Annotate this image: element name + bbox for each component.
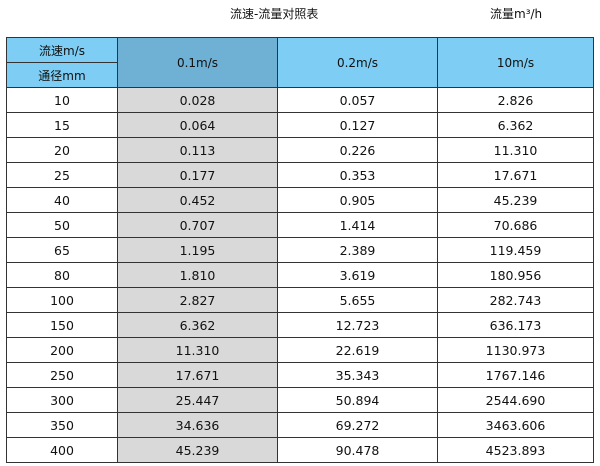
flow-cell: 282.743 [437,287,594,313]
flow-cell: 2544.690 [437,387,594,413]
diameter-cell: 250 [6,362,118,388]
flow-cell: 1.810 [117,262,278,288]
table-row: 65 1.195 2.389 119.459 [6,237,594,263]
diameter-cell: 150 [6,312,118,338]
diameter-cell: 10 [6,87,118,113]
flow-cell: 0.064 [117,112,278,138]
table-row: 40 0.452 0.905 45.239 [6,187,594,213]
flow-cell: 0.707 [117,212,278,238]
table-row: 300 25.447 50.894 2544.690 [6,387,594,413]
table-row: 350 34.636 69.272 3463.606 [6,412,594,438]
table-title: 流速-流量对照表 [230,7,319,21]
table-row: 150 6.362 12.723 636.173 [6,312,594,338]
diameter-cell: 300 [6,387,118,413]
flow-cell: 45.239 [437,187,594,213]
flow-cell: 2.827 [117,287,278,313]
flow-cell: 70.686 [437,212,594,238]
flow-cell: 50.894 [277,387,438,413]
flow-cell: 2.389 [277,237,438,263]
flow-cell: 90.478 [277,437,438,463]
flow-cell: 45.239 [117,437,278,463]
flow-cell: 5.655 [277,287,438,313]
diameter-cell: 50 [6,212,118,238]
table-row: 400 45.239 90.478 4523.893 [6,437,594,463]
flow-cell: 0.452 [117,187,278,213]
flow-cell: 11.310 [117,337,278,363]
velocity-label: 流速m/s [6,37,118,63]
flow-cell: 6.362 [117,312,278,338]
flow-cell: 12.723 [277,312,438,338]
column-header: 0.1m/s [117,37,278,88]
diameter-cell: 350 [6,412,118,438]
flow-cell: 25.447 [117,387,278,413]
flow-cell: 0.028 [117,87,278,113]
flow-cell: 22.619 [277,337,438,363]
table-row: 10 0.028 0.057 2.826 [6,87,594,113]
flow-cell: 636.173 [437,312,594,338]
flow-cell: 180.956 [437,262,594,288]
table-row: 25 0.177 0.353 17.671 [6,162,594,188]
diameter-cell: 200 [6,337,118,363]
unit-note: 流量m³/h [490,7,543,21]
flow-cell: 1.195 [117,237,278,263]
flow-cell: 17.671 [117,362,278,388]
diameter-cell: 25 [6,162,118,188]
diameter-cell: 20 [6,137,118,163]
table-row: 20 0.113 0.226 11.310 [6,137,594,163]
flow-cell: 0.353 [277,162,438,188]
flow-cell: 1130.973 [437,337,594,363]
table-row: 50 0.707 1.414 70.686 [6,212,594,238]
flow-cell: 3463.606 [437,412,594,438]
table-row: 100 2.827 5.655 282.743 [6,287,594,313]
flow-cell: 35.343 [277,362,438,388]
table-row: 80 1.810 3.619 180.956 [6,262,594,288]
column-header: 0.2m/s [277,37,438,88]
flow-cell: 3.619 [277,262,438,288]
table-row: 200 11.310 22.619 1130.973 [6,337,594,363]
flow-cell: 0.177 [117,162,278,188]
flow-cell: 0.127 [277,112,438,138]
diameter-cell: 65 [6,237,118,263]
flow-cell: 0.226 [277,137,438,163]
flow-cell: 69.272 [277,412,438,438]
diameter-cell: 400 [6,437,118,463]
flow-cell: 0.905 [277,187,438,213]
diameter-cell: 40 [6,187,118,213]
flow-cell: 17.671 [437,162,594,188]
diameter-cell: 80 [6,262,118,288]
flow-cell: 0.113 [117,137,278,163]
flow-cell: 34.636 [117,412,278,438]
flow-cell: 1.414 [277,212,438,238]
flow-cell: 2.826 [437,87,594,113]
diameter-cell: 100 [6,287,118,313]
diameter-cell: 15 [6,112,118,138]
flow-cell: 4523.893 [437,437,594,463]
table-row: 250 17.671 35.343 1767.146 [6,362,594,388]
flow-cell: 119.459 [437,237,594,263]
flow-cell: 11.310 [437,137,594,163]
flow-cell: 1767.146 [437,362,594,388]
diameter-label: 通径mm [6,62,118,88]
table-row: 15 0.064 0.127 6.362 [6,112,594,138]
flow-table: 流速m/s 0.1m/s 0.2m/s 10m/s 通径mm 10 0.028 0.… [6,37,594,463]
column-header: 10m/s [437,37,594,88]
flow-cell: 6.362 [437,112,594,138]
flow-cell: 0.057 [277,87,438,113]
